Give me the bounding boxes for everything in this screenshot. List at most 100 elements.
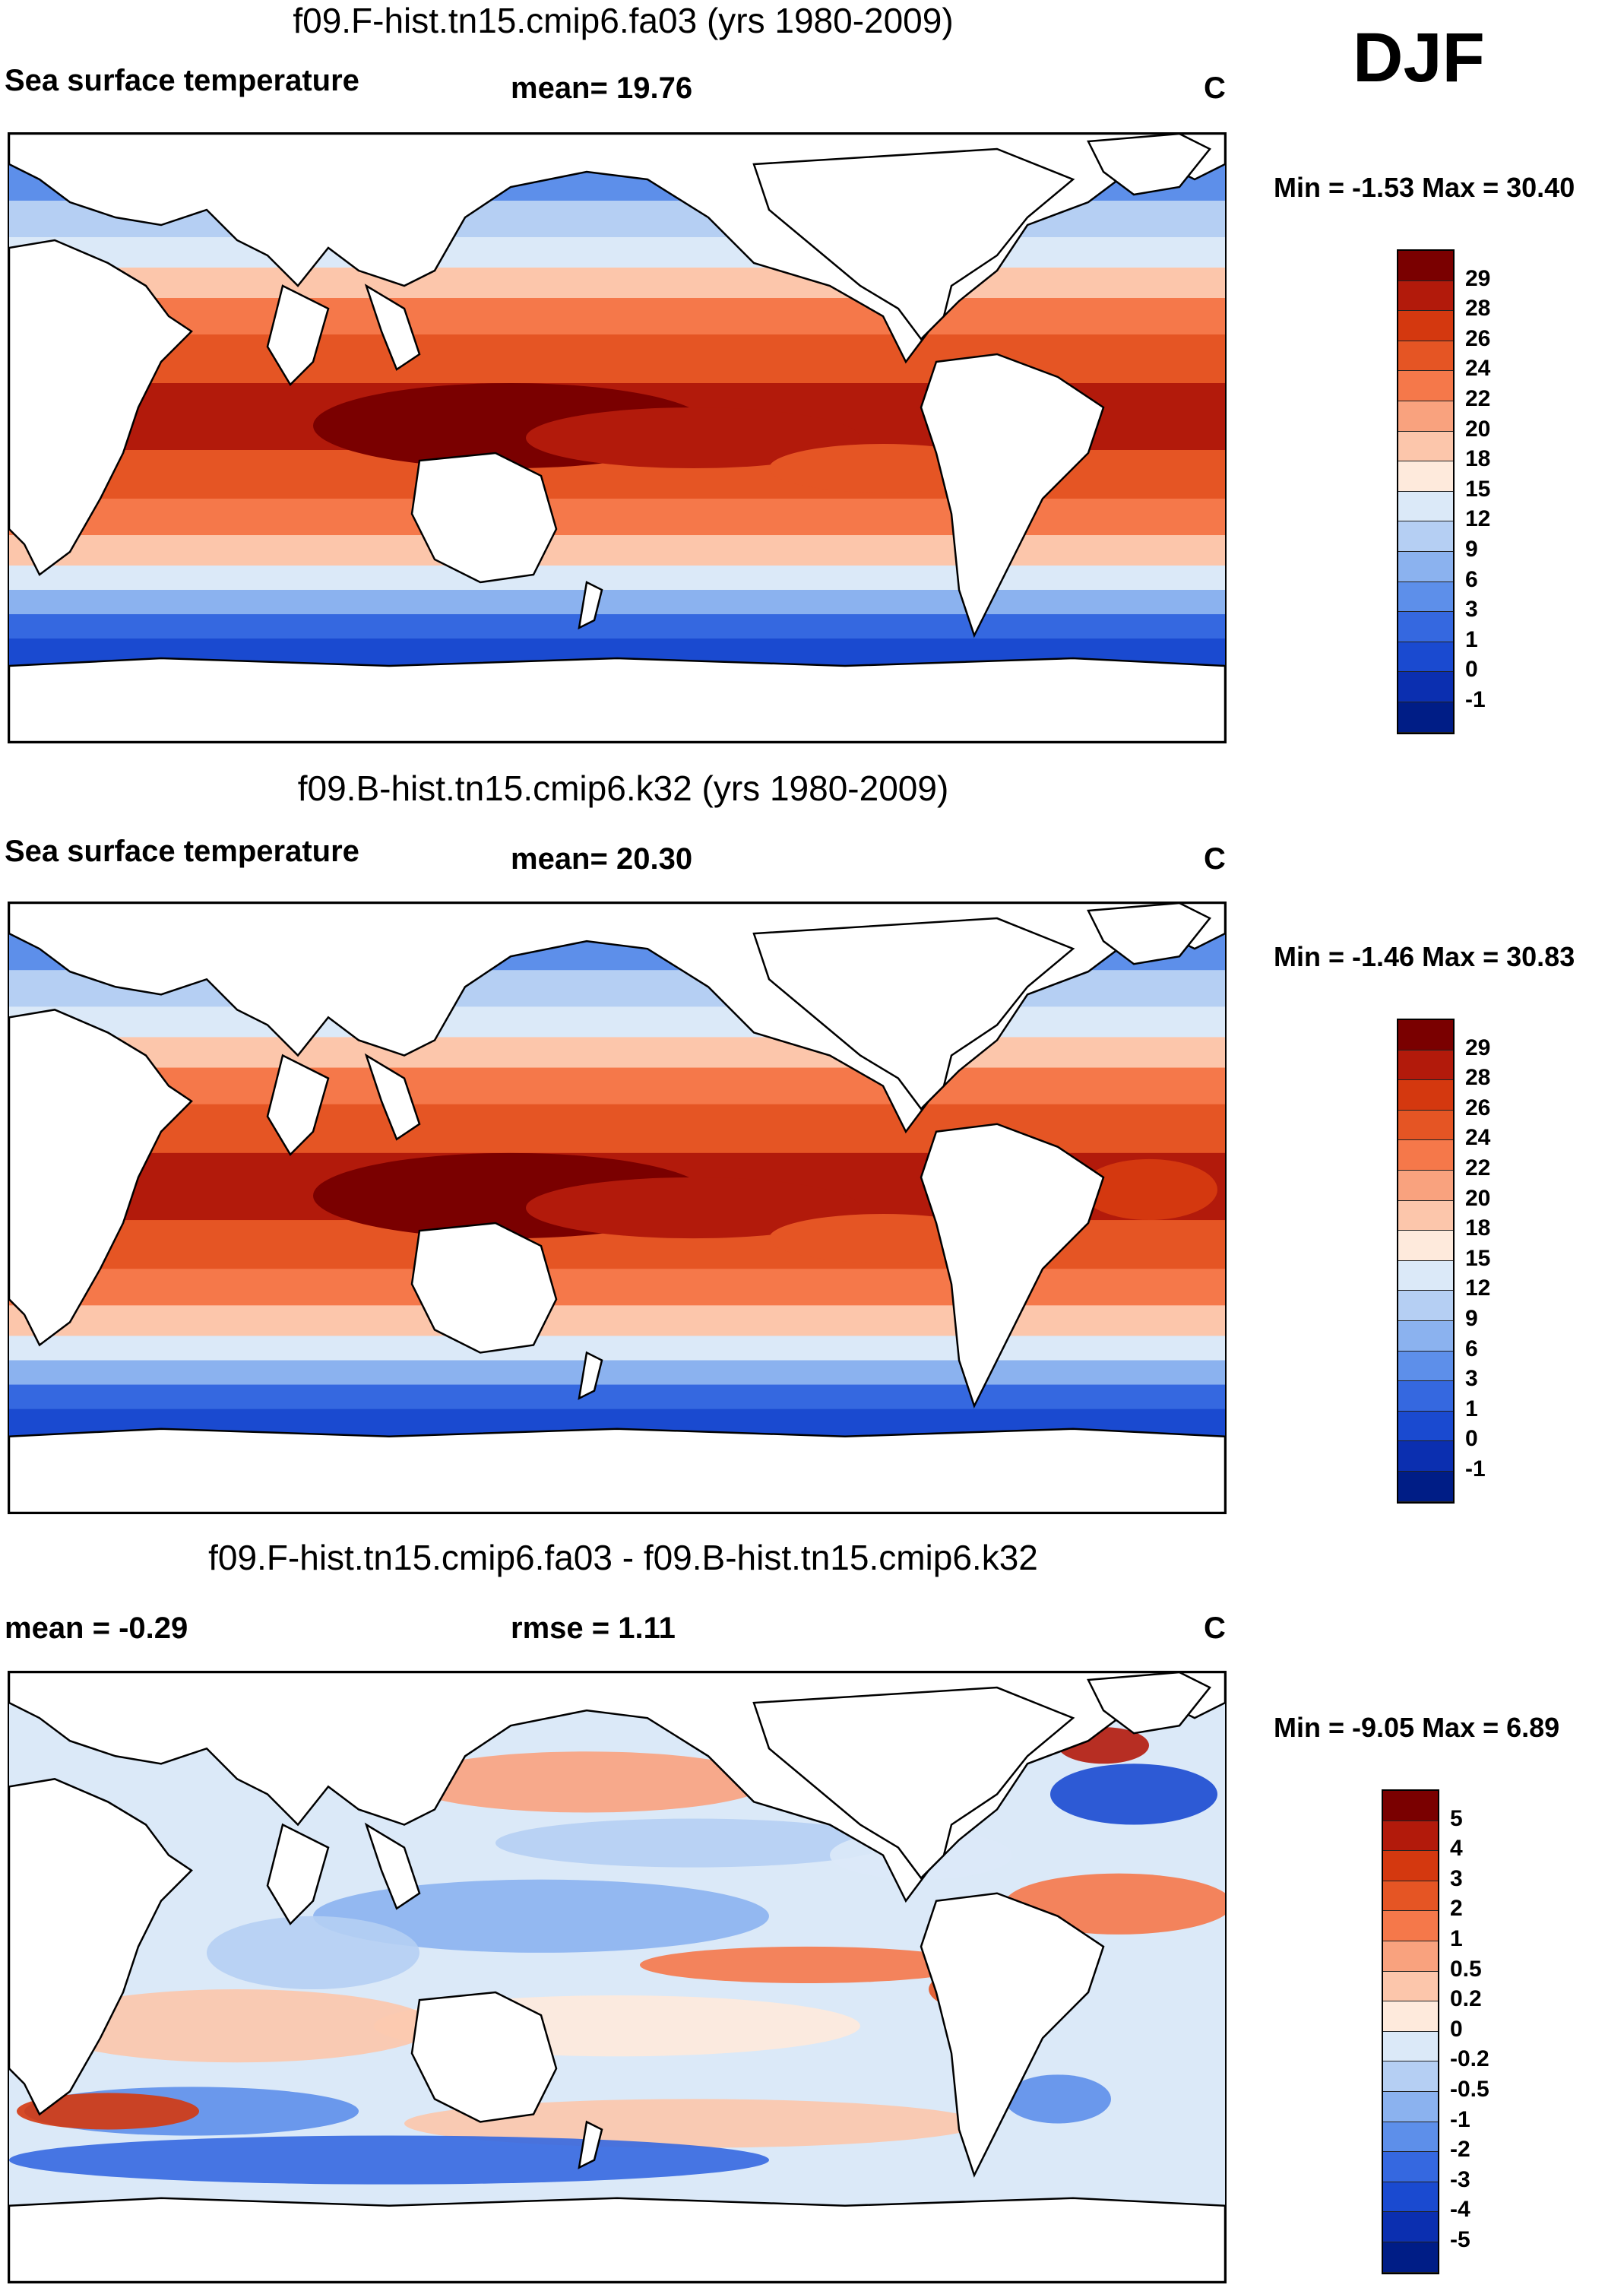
sst-band [9, 614, 1225, 639]
colorbar-swatch [1398, 461, 1453, 492]
colorbar-swatch [1398, 612, 1453, 642]
landmass-australia [412, 1223, 556, 1352]
sst-band [9, 499, 1225, 536]
landmass-nz [579, 582, 602, 628]
landmass-south-america [921, 354, 1103, 635]
panel-2-variable-label: Sea surface temperature [5, 835, 359, 868]
colorbar-swatch [1383, 2212, 1438, 2242]
colorbar-swatch [1398, 1291, 1453, 1321]
colorbar-label: 20 [1465, 1185, 1491, 1211]
landmass-india [268, 1825, 328, 1924]
panel-2-map-svg [9, 903, 1225, 1513]
landmass-greenland [1088, 903, 1210, 964]
colorbar-swatch [1398, 1080, 1453, 1111]
panel-1-map-svg [9, 134, 1225, 742]
landmass-africa [9, 1779, 192, 2114]
panel-1-map [8, 132, 1227, 743]
panel-2-map [8, 902, 1227, 1514]
colorbar-swatch [1383, 2152, 1438, 2182]
colorbar-swatch [1398, 431, 1453, 462]
colorbar-swatches [1397, 249, 1455, 734]
colorbar-label: 26 [1465, 1095, 1491, 1120]
warm-tongue [526, 407, 860, 468]
colorbar-label: 0 [1465, 657, 1478, 683]
colorbar-label: 3 [1465, 1366, 1478, 1392]
landmass-greenland [1088, 1672, 1210, 1733]
colorbar-label: 4 [1450, 1836, 1463, 1862]
sst-band [9, 237, 1225, 268]
colorbar-label: 24 [1465, 356, 1491, 382]
colorbar-swatch [1383, 1941, 1438, 1972]
colorbar-swatch [1398, 702, 1453, 733]
colorbar-label: 22 [1465, 386, 1491, 411]
atlantic-warm [1081, 1158, 1217, 1221]
colorbar-label: 3 [1450, 1865, 1463, 1891]
colorbar-swatch [1383, 2122, 1438, 2153]
landmass-south-america [921, 1124, 1103, 1406]
colorbar-label: 1 [1465, 1396, 1478, 1421]
colorbar-label: -0.5 [1450, 2077, 1489, 2102]
colorbar-label: 0 [1450, 2016, 1463, 2042]
colorbar-label: 28 [1465, 1065, 1491, 1091]
colorbar-swatch [1398, 1110, 1453, 1141]
colorbar-swatch [1398, 672, 1453, 702]
sst-band [9, 1384, 1225, 1410]
landmass-antarctica [9, 2198, 1225, 2282]
diff-anomaly [313, 1879, 769, 1953]
colorbar-swatch [1398, 1320, 1453, 1352]
colorbar-swatch [1383, 2031, 1438, 2062]
landmass-south-america [921, 1893, 1103, 2176]
sst-band [9, 298, 1225, 335]
diff-anomaly [1050, 1764, 1217, 1825]
colorbar-swatch [1383, 2001, 1438, 2032]
colorbar-swatch [1383, 1971, 1438, 2002]
colorbar-swatch [1398, 1471, 1453, 1502]
panel-3-minmax-label: Min = -9.05 Max = 6.89 [1274, 1712, 1560, 1743]
colorbar-swatch [1398, 551, 1453, 582]
diff-anomaly [9, 2135, 769, 2185]
colorbar-label: 24 [1465, 1125, 1491, 1151]
colorbar-label: 6 [1465, 1336, 1478, 1361]
colorbar-swatch [1398, 1231, 1453, 1261]
landmass-africa [9, 240, 192, 575]
landmass-antarctica [9, 658, 1225, 742]
colorbar-swatch [1398, 1200, 1453, 1231]
colorbar-label: -1 [1465, 687, 1486, 712]
colorbar-swatch [1398, 1381, 1453, 1412]
colorbar-label: 3 [1465, 597, 1478, 623]
sst-band [9, 1067, 1225, 1105]
colorbar-swatch [1383, 2182, 1438, 2213]
colorbar-swatch [1398, 521, 1453, 552]
panel-2-units-label: C [1204, 842, 1226, 876]
landmass-north-america [754, 149, 1073, 339]
colorbar-swatch [1398, 1140, 1453, 1171]
colorbar-swatch [1398, 1351, 1453, 1382]
diff-anomaly [40, 1989, 435, 2063]
panel-1-mean-label: mean= 19.76 [511, 71, 693, 105]
colorbar-label: 22 [1465, 1155, 1491, 1180]
colorbar-label: 28 [1465, 296, 1491, 322]
colorbar-label: 15 [1465, 1245, 1491, 1271]
land-layer [9, 134, 1225, 742]
colorbar-swatch [1398, 251, 1453, 281]
colorbar-swatch [1398, 1170, 1453, 1201]
landmass-africa [9, 1009, 192, 1345]
colorbar-label: 12 [1465, 1276, 1491, 1301]
panel-3-map [8, 1671, 1227, 2283]
sst-band [9, 1336, 1225, 1361]
colorbar-swatch [1398, 1260, 1453, 1291]
colorbar-label: 18 [1465, 446, 1491, 472]
colorbar-swatch [1383, 2242, 1438, 2273]
colorbar-label: 2 [1450, 1896, 1463, 1922]
diff-anomaly [207, 1916, 419, 1990]
colorbar-label: -0.2 [1450, 2046, 1489, 2072]
landmass-nz [579, 1352, 602, 1398]
colorbar-label: 1 [1450, 1926, 1463, 1951]
landmass-indochina [366, 1825, 419, 1909]
colorbar-swatch [1398, 1441, 1453, 1472]
panel-1-units-label: C [1204, 71, 1226, 105]
colorbar-label: 15 [1465, 476, 1491, 502]
sst-band [9, 268, 1225, 299]
diff-anomaly [404, 1751, 769, 1813]
colorbar-label: 9 [1465, 537, 1478, 562]
